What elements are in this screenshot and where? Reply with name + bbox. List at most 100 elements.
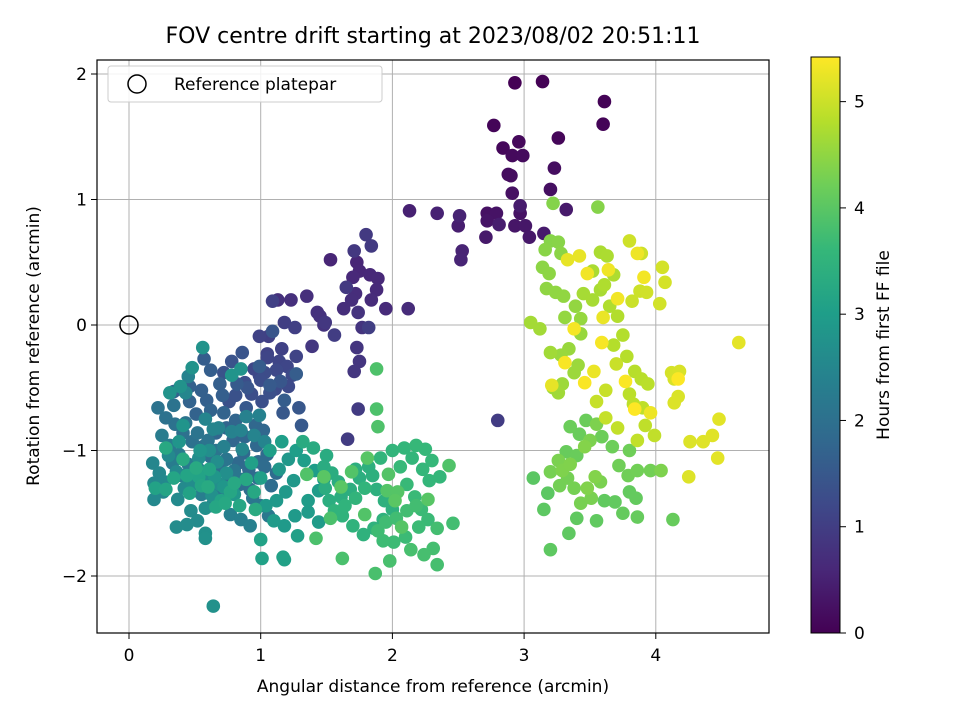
- data-point: [572, 427, 587, 441]
- data-point: [344, 465, 359, 479]
- data-point: [170, 492, 185, 507]
- data-point: [573, 311, 588, 326]
- y-axis-ticks: −2 −1 0 1 2: [62, 65, 97, 587]
- data-point: [323, 252, 338, 267]
- data-point: [269, 363, 284, 377]
- data-point: [201, 433, 215, 448]
- data-point: [296, 434, 310, 449]
- data-point: [217, 406, 231, 420]
- data-point: [562, 526, 576, 541]
- data-point: [430, 557, 444, 572]
- data-point: [637, 270, 651, 285]
- data-point: [327, 328, 342, 342]
- data-point: [625, 294, 639, 308]
- data-point: [301, 505, 315, 519]
- data-point: [169, 520, 184, 534]
- data-point: [336, 301, 351, 316]
- data-point: [618, 374, 633, 389]
- data-point: [505, 148, 520, 163]
- data-point: [560, 252, 575, 267]
- data-point: [577, 375, 592, 390]
- legend-entry-label: Reference platepar: [174, 75, 336, 95]
- data-point: [543, 465, 558, 479]
- data-point: [180, 468, 194, 483]
- data-point: [206, 599, 221, 613]
- data-point: [348, 491, 363, 505]
- data-point: [585, 293, 600, 307]
- x-tick-label-0: 0: [124, 646, 135, 666]
- data-point: [647, 428, 662, 443]
- data-point: [518, 219, 533, 233]
- data-point: [433, 470, 447, 484]
- data-point: [388, 493, 402, 508]
- data-point: [318, 315, 333, 330]
- data-point: [289, 349, 304, 364]
- data-point: [598, 411, 613, 425]
- data-points: [145, 74, 746, 613]
- data-point: [543, 542, 558, 557]
- data-point: [522, 230, 537, 244]
- data-point: [371, 524, 385, 538]
- data-point: [290, 529, 305, 543]
- data-point: [281, 452, 296, 467]
- data-point: [173, 379, 188, 394]
- data-point: [243, 519, 257, 533]
- data-point: [239, 409, 254, 424]
- data-point: [580, 481, 595, 495]
- data-point: [260, 350, 275, 365]
- data-point: [151, 401, 165, 415]
- data-point: [272, 462, 286, 477]
- data-point: [218, 496, 232, 511]
- data-point: [610, 309, 625, 324]
- colorbar-tick-label-1: 1: [854, 518, 865, 538]
- data-point: [166, 398, 181, 413]
- data-point: [385, 443, 400, 458]
- data-point: [712, 412, 726, 426]
- legend-marker: [127, 74, 147, 94]
- data-point: [616, 328, 630, 342]
- data-point: [247, 428, 261, 443]
- data-point: [630, 433, 645, 448]
- data-point: [546, 196, 560, 211]
- data-point: [559, 444, 574, 459]
- data-point: [422, 473, 437, 488]
- data-point: [263, 378, 277, 393]
- data-point: [654, 463, 668, 478]
- data-point: [194, 383, 209, 398]
- data-point: [567, 321, 581, 336]
- data-point: [397, 441, 412, 455]
- data-point: [347, 244, 362, 258]
- data-point: [379, 301, 393, 316]
- data-point: [257, 460, 272, 474]
- x-tick-label-1: 1: [255, 646, 266, 666]
- data-point: [526, 471, 541, 485]
- data-point: [309, 531, 323, 546]
- data-point: [369, 283, 384, 297]
- data-point: [597, 94, 612, 109]
- data-point: [589, 394, 604, 409]
- data-point: [513, 198, 527, 213]
- data-point: [710, 451, 725, 465]
- data-point: [176, 418, 190, 433]
- x-tick-label-3: 3: [519, 646, 530, 666]
- data-point: [577, 439, 592, 454]
- data-point: [731, 335, 746, 350]
- data-point: [360, 451, 375, 465]
- data-point: [166, 471, 181, 485]
- x-axis-ticks: 0 1 2 3 4: [124, 633, 661, 666]
- data-point: [605, 439, 620, 454]
- data-point: [227, 476, 242, 490]
- colorbar: [810, 56, 841, 634]
- data-point: [606, 338, 621, 352]
- data-point: [487, 118, 501, 133]
- data-point: [292, 401, 306, 415]
- data-point: [641, 377, 655, 391]
- data-point: [556, 289, 571, 303]
- data-point: [182, 486, 197, 500]
- data-point: [681, 470, 696, 484]
- data-point: [597, 278, 612, 292]
- data-point: [219, 466, 234, 480]
- y-tick-label-0: −2: [62, 567, 87, 587]
- data-point: [639, 285, 654, 300]
- data-point: [558, 355, 572, 370]
